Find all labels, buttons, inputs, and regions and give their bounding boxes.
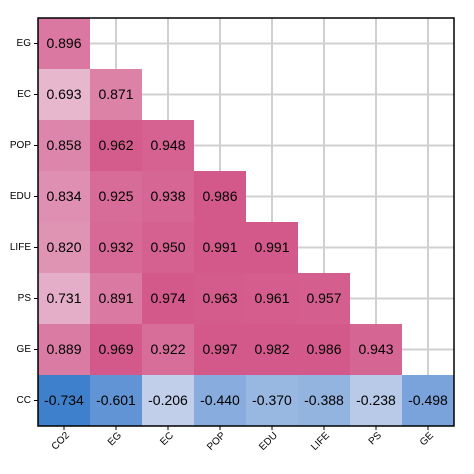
cell-label: 0.925: [98, 188, 133, 204]
heatmap-cell: [90, 120, 142, 171]
y-tick-label: POP: [10, 140, 31, 151]
heatmap-cell: [90, 222, 142, 273]
x-tick-label: LIFE: [309, 430, 332, 453]
cell-label: -0.206: [148, 392, 188, 408]
x-tick-label: PS: [367, 430, 384, 447]
heatmap-cell: [350, 375, 402, 426]
heatmap-cell: [38, 375, 90, 426]
cell-label: 0.858: [46, 137, 81, 153]
heatmap-cell: [246, 273, 298, 324]
cell-label: 0.943: [358, 341, 393, 357]
x-tick-label: CO2: [50, 430, 73, 453]
cell-label: 0.986: [202, 188, 237, 204]
heatmap-cell: [298, 324, 350, 375]
heatmap-cell: [38, 324, 90, 375]
cell-label: 0.982: [254, 341, 289, 357]
plot-frame: [37, 17, 455, 427]
heatmap-cell: [142, 120, 194, 171]
heatmap-cell: [246, 324, 298, 375]
y-tick-label: EDU: [10, 191, 31, 202]
cell-label: -0.440: [200, 392, 240, 408]
cell-label: 0.969: [98, 341, 133, 357]
heatmap-cell: [194, 375, 246, 426]
x-tick-label: EG: [106, 430, 124, 448]
heatmap-cell: [402, 375, 454, 426]
heatmap-cell: [350, 324, 402, 375]
heatmap-cell: [194, 273, 246, 324]
cell-label: -0.498: [408, 392, 448, 408]
cell-label: -0.734: [44, 392, 84, 408]
x-tick-label: POP: [205, 430, 228, 453]
cell-label: -0.370: [252, 392, 292, 408]
heatmap-cell: [90, 273, 142, 324]
heatmap-cell: [90, 324, 142, 375]
heatmap-cell: [246, 222, 298, 273]
heatmap-cell: [142, 273, 194, 324]
cell-label: 0.991: [202, 239, 237, 255]
cell-label: 0.731: [46, 290, 81, 306]
heatmap-cell: [194, 171, 246, 222]
heatmap-cell: [246, 375, 298, 426]
x-tick-label: GE: [418, 430, 436, 448]
y-tick-label: EG: [17, 38, 32, 49]
heatmap-cell: [142, 324, 194, 375]
cell-label: 0.950: [150, 239, 185, 255]
cell-label: 0.896: [46, 35, 81, 51]
heatmap-cell: [194, 324, 246, 375]
cell-label: 0.889: [46, 341, 81, 357]
x-tick-label: EDU: [257, 430, 280, 453]
cell-label: 0.957: [306, 290, 341, 306]
heatmap-cell: [142, 375, 194, 426]
y-tick-label: PS: [18, 293, 32, 304]
y-tick-label: GE: [17, 344, 32, 355]
heatmap-cell: [90, 69, 142, 120]
cell-label: 0.820: [46, 239, 81, 255]
heatmap-cell: [90, 171, 142, 222]
cell-label: 0.997: [202, 341, 237, 357]
cell-label: 0.948: [150, 137, 185, 153]
cell-label: -0.238: [356, 392, 396, 408]
cell-label: 0.693: [46, 86, 81, 102]
heatmap-cell: [38, 69, 90, 120]
x-tick-label: EC: [158, 430, 176, 448]
heatmap-cell: [142, 222, 194, 273]
heatmap-cell: [142, 171, 194, 222]
heatmap-cell: [38, 273, 90, 324]
cell-label: 0.932: [98, 239, 133, 255]
cell-label: -0.601: [96, 392, 136, 408]
cell-label: 0.963: [202, 290, 237, 306]
heatmap-cell: [194, 222, 246, 273]
heatmap-cell: [38, 120, 90, 171]
cell-label: 0.891: [98, 290, 133, 306]
heatmap-cell: [38, 171, 90, 222]
y-tick-label: LIFE: [10, 242, 31, 253]
cell-label: 0.986: [306, 341, 341, 357]
y-tick-label: EC: [17, 89, 31, 100]
cell-label: 0.922: [150, 341, 185, 357]
cell-label: 0.938: [150, 188, 185, 204]
cell-label: 0.871: [98, 86, 133, 102]
cell-label: 0.962: [98, 137, 133, 153]
cell-label: 0.961: [254, 290, 289, 306]
cell-label: 0.991: [254, 239, 289, 255]
heatmap-cell: [38, 18, 90, 69]
y-tick-label: CC: [17, 395, 31, 406]
cell-label: 0.974: [150, 290, 185, 306]
heatmap-cell: [38, 222, 90, 273]
cell-label: 0.834: [46, 188, 81, 204]
heatmap-cell: [298, 273, 350, 324]
cell-label: -0.388: [304, 392, 344, 408]
heatmap-cell: [298, 375, 350, 426]
heatmap-cell: [90, 375, 142, 426]
